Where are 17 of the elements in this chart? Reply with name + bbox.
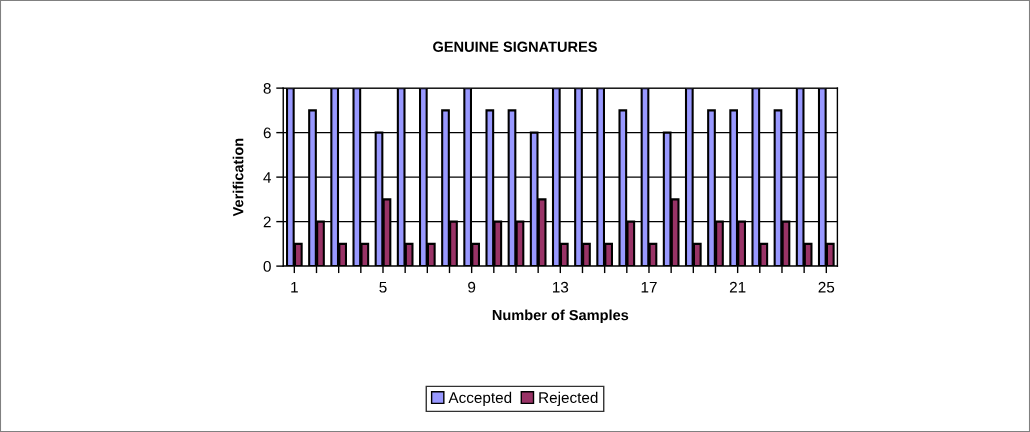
legend-label: Rejected: [539, 391, 598, 407]
y-axis-title: Verification: [232, 138, 244, 217]
x-tick-label: 9: [468, 281, 476, 293]
x-tick-label: 17: [641, 281, 657, 293]
y-tick-label: 0: [263, 260, 271, 272]
x-axis-title: Number of Samples: [492, 309, 629, 324]
x-tick-label: 21: [729, 281, 746, 293]
chart-title: GENUINE SIGNATURES: [433, 41, 597, 52]
x-tick-label: 1: [291, 281, 298, 293]
y-tick-label: 2: [263, 216, 271, 228]
legend-label: Accepted: [448, 391, 512, 407]
y-tick-label: 4: [263, 172, 271, 183]
x-tick-label: 25: [818, 281, 835, 293]
x-tick-label: 13: [552, 281, 569, 293]
y-tick-label: 6: [263, 127, 271, 139]
y-tick-label: 8: [263, 83, 271, 94]
x-tick-label: 5: [379, 281, 387, 293]
